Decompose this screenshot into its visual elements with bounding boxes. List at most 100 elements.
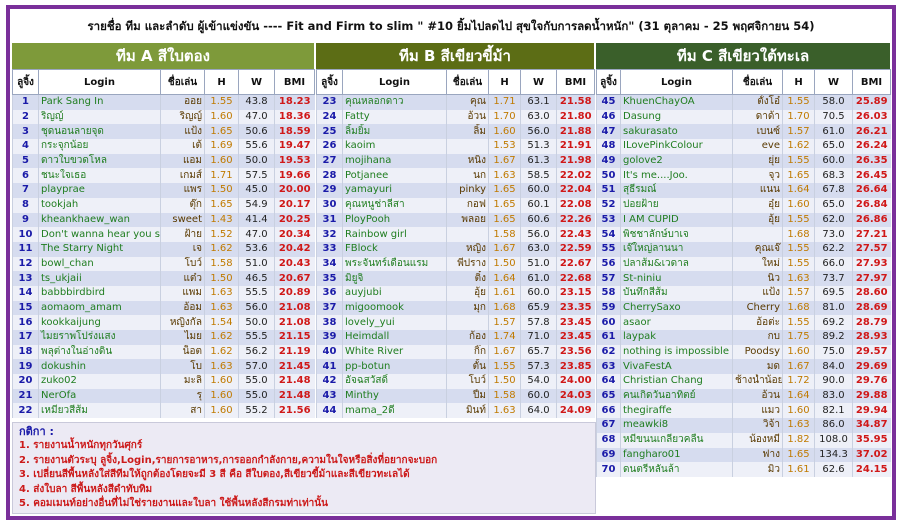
cell-height: 1.63 — [782, 271, 815, 286]
cell-weight: 55.5 — [238, 330, 275, 345]
cell-number: 32 — [316, 227, 343, 242]
cell-height: 1.55 — [782, 94, 815, 110]
cell-login: It's me....Joo. — [620, 168, 733, 184]
table-row: 60 asaor อ้อต่ะ 1.55 69.2 28.79 — [596, 315, 891, 330]
cell-nickname: อุ้ย — [732, 212, 783, 228]
table-row: 62 nothing is impossible Poodsy 1.60 75.0 29.… — [596, 344, 891, 360]
cell-number: 13 — [12, 271, 39, 286]
cell-bmi: 26.64 — [852, 183, 891, 198]
cell-nickname: มะลิ — [160, 374, 205, 389]
table-row: 29 yamayuri pinky 1.65 60.0 22.04 — [316, 183, 595, 198]
cell-login: auyjubi — [342, 285, 447, 301]
column-header-login: Login — [342, 69, 447, 95]
cell-login: The Starry Night — [38, 241, 161, 257]
cell-height: 1.55 — [488, 359, 521, 375]
cell-weight: 64.0 — [520, 403, 557, 419]
table-row: 9 kheankhaew_wan sweet 1.43 41.4 20.25 — [12, 212, 315, 228]
table-row: 53 I AM CUPID อุ้ย 1.55 62.0 26.86 — [596, 212, 891, 228]
cell-bmi: 20.43 — [274, 256, 315, 272]
table-row: 31 PloyPooh พลอย 1.65 60.6 22.26 — [316, 212, 595, 228]
cell-nickname: แมว — [732, 403, 783, 419]
table-row: 10 Don't wanna hear you say ฝ้าย 1.52 47.0 20… — [12, 227, 315, 242]
cell-weight: 57.8 — [520, 315, 557, 330]
cell-nickname: กบ — [732, 330, 783, 345]
cell-nickname: กอฟ — [446, 197, 489, 213]
cell-weight: 56.0 — [520, 124, 557, 140]
cell-login: golove2 — [620, 153, 733, 169]
cell-weight: 73.0 — [814, 227, 853, 242]
column-header-login: Login — [620, 69, 733, 95]
cell-number: 54 — [596, 227, 621, 242]
cell-number: 50 — [596, 168, 621, 184]
cell-nickname: พลอย — [446, 212, 489, 228]
team-a-panel: ทีม A สีใบตอง ลูจิ้ง Login ชื่อเล่น H W BMI 1… — [12, 43, 315, 419]
cell-login: Park Sang In — [38, 94, 161, 110]
cell-bmi: 26.84 — [852, 197, 891, 213]
cell-login: Heimdall — [342, 330, 447, 345]
cell-weight: 58.5 — [520, 168, 557, 184]
cell-bmi: 24.00 — [556, 374, 595, 389]
cell-login: mama_2ดี — [342, 403, 447, 419]
cell-nickname: ไมย — [160, 330, 205, 345]
cell-weight: 46.5 — [238, 271, 275, 286]
column-header-weight: W — [520, 69, 557, 95]
cell-number: 29 — [316, 183, 343, 198]
cell-weight: 69.5 — [814, 285, 853, 301]
cell-login: อัจฉสวัสดิ์ — [342, 374, 447, 389]
cell-number: 47 — [596, 124, 621, 140]
cell-nickname: ริญญ์ — [160, 109, 205, 125]
cell-number: 18 — [12, 344, 39, 360]
cell-bmi: 22.26 — [556, 212, 595, 228]
cell-number: 68 — [596, 432, 621, 448]
cell-bmi: 19.66 — [274, 168, 315, 184]
cell-height: 1.50 — [488, 256, 521, 272]
table-row: 38 lovely_yui 1.57 57.8 23.45 — [316, 315, 595, 330]
table-row: 49 golove2 ยุ่ย 1.55 60.0 26.35 — [596, 153, 891, 169]
cell-bmi: 20.34 — [274, 227, 315, 242]
cell-bmi: 28.93 — [852, 330, 891, 345]
cell-number: 33 — [316, 241, 343, 257]
cell-bmi: 20.42 — [274, 241, 315, 257]
cell-number: 42 — [316, 374, 343, 389]
cell-height: 1.60 — [204, 153, 239, 169]
table-row: 7 playprae แพร 1.50 45.0 20.00 — [12, 183, 315, 198]
cell-nickname: น้องหมี — [732, 432, 783, 448]
cell-login: Dasung — [620, 109, 733, 125]
cell-height: 1.82 — [782, 432, 815, 448]
cell-bmi: 26.35 — [852, 153, 891, 169]
cell-number: 57 — [596, 271, 621, 286]
cell-weight: 55.0 — [238, 374, 275, 389]
cell-login: aomaom_amam — [38, 300, 161, 316]
column-header-weight: W — [814, 69, 853, 95]
table-row: 6 ชนะใจเธอ เกมส์ 1.71 57.5 19.66 — [12, 168, 315, 184]
cell-bmi: 23.35 — [556, 300, 595, 316]
cell-height: 1.62 — [204, 241, 239, 257]
team-c-panel: ทีม C สีเขียวใต้ทะเล ลูจิ้ง Login ชื่อเล่น… — [596, 43, 891, 477]
cell-bmi: 22.67 — [556, 256, 595, 272]
cell-height: 1.67 — [782, 359, 815, 375]
cell-number: 69 — [596, 447, 621, 463]
table-row: 11 The Starry Night เจ 1.62 53.6 20.42 — [12, 241, 315, 257]
cell-number: 70 — [596, 462, 621, 477]
table-row: 47 sakurasato เบนซ์ 1.57 61.0 26.21 — [596, 124, 891, 140]
cell-height: 1.67 — [488, 241, 521, 257]
cell-login: playprae — [38, 183, 161, 198]
cell-height: 1.63 — [488, 168, 521, 184]
cell-number: 27 — [316, 153, 343, 169]
cell-login: ts_ukjaii — [38, 271, 161, 286]
table-row: 37 migoomook มุก 1.68 65.9 23.35 — [316, 300, 595, 316]
cell-weight: 54.9 — [238, 197, 275, 213]
cell-height: 1.53 — [488, 139, 521, 154]
cell-weight: 43.8 — [238, 94, 275, 110]
cell-weight: 62.0 — [814, 212, 853, 228]
cell-weight: 61.0 — [814, 124, 853, 140]
team-a-header: ทีม A สีใบตอง — [12, 43, 314, 69]
cell-bmi: 20.25 — [274, 212, 315, 228]
cell-height: 1.60 — [782, 197, 815, 213]
table-row: 69 fangharo01 ฟาง 1.65 134.3 37.02 — [596, 447, 891, 463]
cell-login: White River — [342, 344, 447, 360]
cell-login: mojihana — [342, 153, 447, 169]
cell-login: Don't wanna hear you say — [38, 227, 161, 242]
cell-number: 40 — [316, 344, 343, 360]
cell-login: ILovePinkColour — [620, 139, 733, 154]
